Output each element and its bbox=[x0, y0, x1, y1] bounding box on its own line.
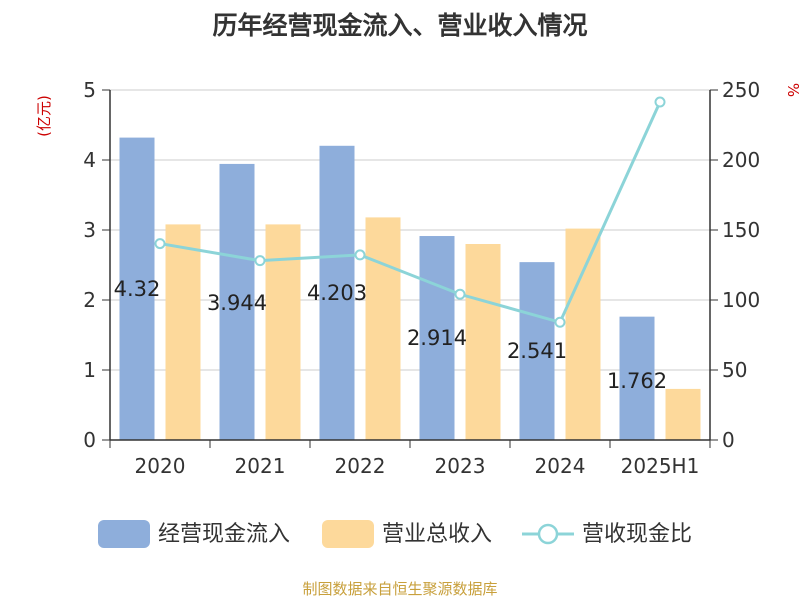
bar-revenue bbox=[165, 224, 201, 440]
x-tick-label: 2022 bbox=[335, 454, 386, 478]
bar-cash-inflow bbox=[419, 236, 455, 440]
ratio-point bbox=[654, 96, 666, 108]
data-label-cash-inflow: 2.914 bbox=[407, 326, 467, 350]
legend-label: 营收现金比 bbox=[582, 522, 692, 547]
left-tick-label: 4 bbox=[83, 148, 96, 172]
bar-revenue bbox=[365, 217, 401, 440]
left-tick-label: 2 bbox=[83, 288, 96, 312]
right-tick-label: 150 bbox=[722, 218, 760, 242]
data-label-cash-inflow: 4.203 bbox=[307, 281, 367, 305]
x-tick-label: 2021 bbox=[235, 454, 286, 478]
data-label-cash-inflow: 3.944 bbox=[207, 291, 267, 315]
ratio-point bbox=[354, 249, 366, 261]
legend-label: 经营现金流入 bbox=[158, 522, 290, 547]
ratio-line-path bbox=[159, 101, 662, 325]
ratio-point bbox=[454, 288, 466, 300]
data-label-cash-inflow: 1.762 bbox=[607, 369, 667, 393]
bar-revenue bbox=[565, 228, 601, 440]
legend-item[interactable]: 营业总收入 bbox=[322, 520, 492, 548]
bar-cash-inflow bbox=[619, 316, 655, 440]
bar-revenue bbox=[665, 388, 701, 440]
bar-revenue bbox=[265, 224, 301, 440]
ratio-point bbox=[154, 238, 166, 250]
legend-swatch bbox=[98, 520, 150, 548]
data-label-cash-inflow: 4.32 bbox=[114, 277, 161, 301]
grid-lines bbox=[110, 89, 710, 371]
legend-label: 营业总收入 bbox=[382, 522, 492, 547]
chart-title: 历年经营现金流入、营业收入情况 bbox=[212, 11, 588, 40]
left-tick-label: 3 bbox=[83, 218, 96, 242]
right-tick-label: 0 bbox=[722, 428, 735, 452]
x-tick-label: 2024 bbox=[535, 454, 586, 478]
left-tick-label: 5 bbox=[83, 78, 96, 102]
ratio-point bbox=[554, 316, 566, 328]
bars bbox=[119, 137, 701, 441]
left-tick-label: 0 bbox=[83, 428, 96, 452]
legend-item[interactable]: 营收现金比 bbox=[522, 522, 692, 547]
bar-cash-inflow bbox=[519, 262, 555, 440]
data-label-cash-inflow: 2.541 bbox=[507, 339, 567, 363]
source-footer: 制图数据来自恒生聚源数据库 bbox=[302, 580, 498, 598]
legend-marker bbox=[537, 523, 559, 545]
right-tick-label: 250 bbox=[722, 78, 760, 102]
ratio-point bbox=[254, 255, 266, 267]
x-tick-label: 2025H1 bbox=[621, 454, 700, 478]
right-tick-label: 100 bbox=[722, 288, 760, 312]
bar-cash-inflow bbox=[119, 137, 155, 440]
legend: 经营现金流入 营业总收入 营收现金比 bbox=[98, 520, 692, 548]
bar-cash-inflow bbox=[219, 163, 255, 441]
bar-cash-inflow bbox=[319, 145, 355, 441]
left-tick-label: 1 bbox=[83, 358, 96, 382]
ratio-line bbox=[154, 96, 666, 328]
right-tick-label: 200 bbox=[722, 148, 760, 172]
x-tick-label: 2023 bbox=[435, 454, 486, 478]
legend-item[interactable]: 经营现金流入 bbox=[98, 520, 290, 548]
legend-swatch bbox=[322, 520, 374, 548]
data-labels: 4.32 3.944 4.203 2.914 2.541 1.762 bbox=[114, 277, 667, 393]
left-axis-unit-label: (亿元) bbox=[35, 95, 53, 137]
x-tick-label: 2020 bbox=[135, 454, 186, 478]
right-axis-unit-label: % bbox=[784, 83, 800, 97]
bar-revenue bbox=[465, 244, 501, 440]
right-tick-label: 50 bbox=[722, 358, 747, 382]
